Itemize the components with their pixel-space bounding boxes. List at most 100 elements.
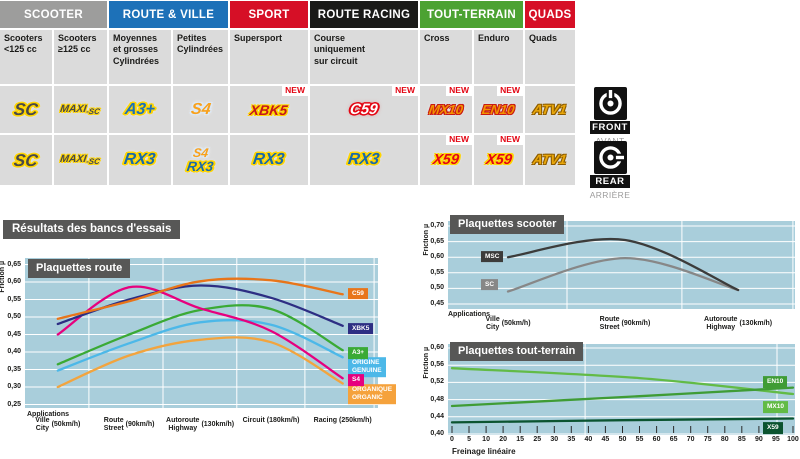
series-label-C59: C59 xyxy=(348,287,368,300)
x-category-label: Ville City (50km/h) xyxy=(485,316,531,331)
series-line-S4 xyxy=(56,285,344,380)
product-cell: NEW X59 xyxy=(420,134,472,185)
subcategory-header: Petites Cylindrées xyxy=(173,30,228,84)
product-cell: RX3 xyxy=(230,135,308,185)
series-label-MX10: MX10 xyxy=(763,401,788,414)
logo-XBK5: XBK5 xyxy=(249,101,289,118)
x-tick-label: 85 xyxy=(737,436,746,443)
logo-X59: X59 xyxy=(432,151,461,168)
front-brake-disc-icon xyxy=(593,87,627,120)
series-label-A3+: A3+ xyxy=(348,347,369,360)
x-tick-label: 50 xyxy=(618,436,627,443)
applications-label: Applications xyxy=(27,411,70,418)
new-badge: NEW xyxy=(446,134,472,145)
product-range-table: SCOOTER ROUTE & VILLE SPORT ROUTE RACING TOU… xyxy=(0,1,575,185)
category-header: ROUTE RACING xyxy=(310,1,418,28)
logo-ATV1: ATV1 xyxy=(532,101,568,117)
series-line-X59 xyxy=(450,417,795,424)
new-badge: NEW xyxy=(392,85,418,96)
x-category-label: Autoroute Highway (130km/h) xyxy=(704,316,773,331)
y-tick-label: 0,65 xyxy=(430,237,444,245)
product-cell: A3+ xyxy=(109,86,171,133)
product-cell: NEW X59 xyxy=(474,134,523,185)
series-label-XBK5: XBK5 xyxy=(348,322,374,335)
logo-S4: S4 xyxy=(191,145,210,160)
x-tick-label: 25 xyxy=(533,436,542,443)
series-label-ORIGINE: ORIGINE GENUINE xyxy=(348,357,386,377)
y-tick-label: 0,55 xyxy=(7,295,21,303)
rear-brake-disc-icon xyxy=(593,141,627,174)
front-label-en: FRONT xyxy=(590,121,630,134)
y-tick-label: 0,60 xyxy=(430,343,444,351)
section-title: Résultats des bancs d'essais xyxy=(3,220,181,239)
subcategory-header: Moyennes et grosses Cylindrées xyxy=(109,30,171,84)
subcategory-header: Scooters ≥125 cc xyxy=(54,30,107,84)
x-tick-label: 70 xyxy=(686,436,695,443)
logo-MAXI-SC: MAXI-SC xyxy=(59,102,101,116)
x-tick-label: 60 xyxy=(652,436,661,443)
x-tick-label: 55 xyxy=(635,436,644,443)
subcategory-header: Scooters <125 cc xyxy=(0,30,52,84)
product-cell: MAXI-SC xyxy=(54,135,107,185)
category-header: SPORT xyxy=(230,1,308,28)
product-cell: NEW MX10 xyxy=(420,85,472,133)
logo-RX3: RX3 xyxy=(252,151,286,168)
logo-RX3: RX3 xyxy=(123,151,157,168)
route-plot xyxy=(25,258,378,408)
series-line-ORGANIQUE xyxy=(56,336,344,389)
new-badge: NEW xyxy=(497,85,523,96)
x-category-label: Autoroute Highway (130km/h) xyxy=(166,417,235,432)
y-tick-label: 0,40 xyxy=(7,348,21,355)
series-label-S4: S4 xyxy=(348,374,364,386)
series-label-SC: SC xyxy=(481,278,499,291)
chart-title: Plaquettes tout-terrain xyxy=(450,342,584,361)
product-cell: ATV1 xyxy=(525,86,575,133)
logo-MX10: MX10 xyxy=(427,102,465,117)
logo-SC: SC xyxy=(12,150,40,170)
y-tick-label: 0,65 xyxy=(7,260,21,268)
y-tick-label: 0,45 xyxy=(7,330,21,338)
logo-ATV1: ATV1 xyxy=(532,152,568,168)
y-tick-label: 0,50 xyxy=(7,313,21,320)
subcategory-header: Cross xyxy=(420,30,472,84)
chart-title: Plaquettes route xyxy=(28,259,131,278)
logo-SC: SC xyxy=(12,100,40,119)
x-tick-label: 80 xyxy=(720,436,729,443)
series-line-EN10 xyxy=(450,386,795,408)
x-tick-label: 15 xyxy=(516,436,525,443)
y-axis-label: Friction µ xyxy=(423,347,430,379)
y-tick-label: 0,60 xyxy=(430,253,444,261)
series-line-XBK5 xyxy=(56,284,344,327)
product-cell: S4 RX3 xyxy=(173,135,228,185)
rear-label-fr: ARRIÈRE xyxy=(589,190,631,200)
series-line-MSC xyxy=(506,237,740,292)
x-category-label: Route Street (90km/h) xyxy=(103,417,155,432)
x-tick-label: 35 xyxy=(567,436,576,443)
logo-A3+: A3+ xyxy=(123,100,157,118)
y-tick-label: 0,40 xyxy=(430,429,444,437)
y-tick-label: 0,44 xyxy=(430,412,444,420)
y-tick-label: 0,55 xyxy=(430,268,444,276)
x-category-label: Circuit (180km/h) xyxy=(242,417,300,425)
new-badge: NEW xyxy=(446,85,472,96)
series-label-ORGANIQUE: ORGANIQUE ORGANIC xyxy=(348,384,397,404)
x-tick-label: 75 xyxy=(703,436,712,443)
series-label-X59: X59 xyxy=(763,422,783,434)
y-tick-label: 0,52 xyxy=(430,378,444,386)
category-header: QUADS xyxy=(525,1,575,28)
y-tick-label: 0,70 xyxy=(430,221,444,229)
category-header: TOUT-TERRAIN xyxy=(420,1,523,28)
rear-axle-indicator: REAR ARRIÈRE xyxy=(588,141,632,200)
product-cell: RX3 xyxy=(310,135,418,185)
product-cell: SC xyxy=(0,135,52,185)
product-cell: SC xyxy=(0,86,52,133)
x-tick-label: 20 xyxy=(499,436,508,443)
x-tick-label: 100 xyxy=(787,436,799,443)
x-axis-title: Freinage linéaire xyxy=(452,447,516,456)
series-label-MSC: MSC xyxy=(481,250,504,263)
logo-RX3: RX3 xyxy=(186,159,215,174)
logo-EN10: EN10 xyxy=(481,102,516,117)
x-tick-label: 95 xyxy=(772,436,780,443)
logo-S4: S4 xyxy=(189,100,212,118)
